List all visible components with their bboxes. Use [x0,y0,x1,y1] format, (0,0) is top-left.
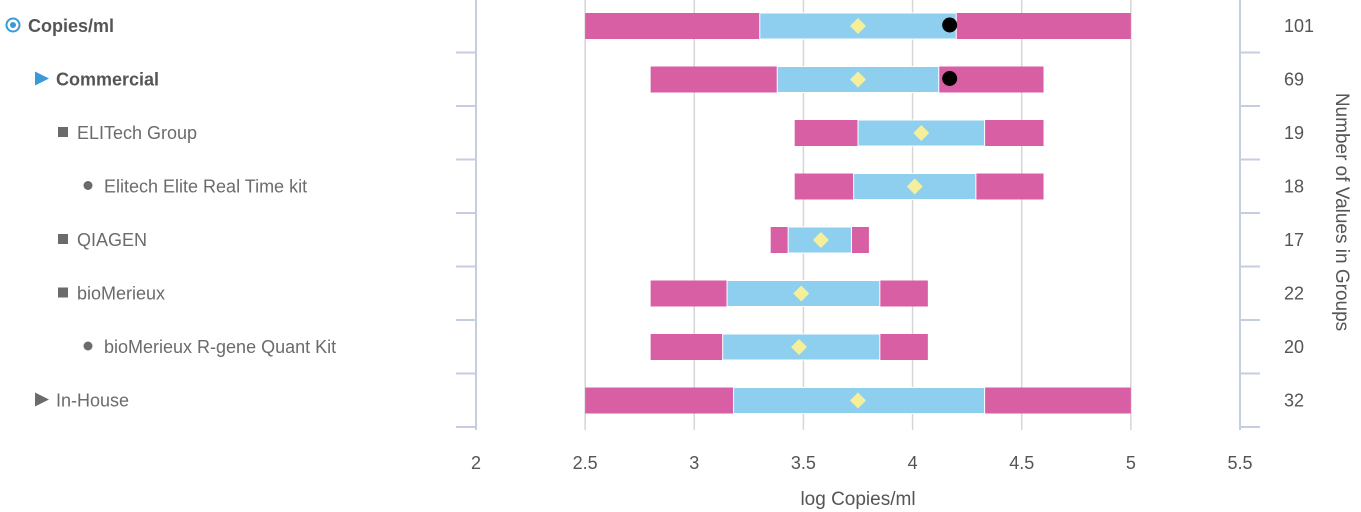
bullet-dot-icon [83,341,93,351]
x-tick-label: 3 [689,453,699,473]
x-axis-title: log Copies/ml [800,489,915,510]
group-count-label: 32 [1284,391,1304,411]
x-tick-label: 3.5 [791,453,816,473]
group-count-label: 18 [1284,177,1304,197]
mean-marker [850,392,866,409]
row-label: ELITech Group [77,123,197,143]
group-count-label: 19 [1284,123,1304,143]
bullet-square-icon [58,234,68,244]
x-tick-label: 5.5 [1227,453,1252,473]
mean-marker [850,18,866,34]
iqr-box [787,226,852,254]
x-tick-label: 4.5 [1009,453,1034,473]
x-tick-label: 2.5 [573,453,598,473]
row-label: Elitech Elite Real Time kit [104,177,307,197]
group-count-label: 101 [1284,16,1314,36]
mean-marker [850,71,866,88]
bullet-circle-icon [5,17,21,33]
group-count-label: 20 [1284,337,1304,357]
mean-marker [791,339,808,355]
bullet-circle-dot [10,22,16,28]
row-label: Commercial [56,70,159,90]
highlight-point [942,17,958,33]
mean-marker [913,125,930,141]
group-count-label: 69 [1284,70,1304,90]
row-label: bioMerieux [77,284,165,304]
row-label: Copies/ml [28,16,114,36]
row-label: bioMerieux R-gene Quant Kit [104,337,336,357]
mean-marker [793,285,810,302]
mean-marker [812,232,829,248]
row-label: In-House [56,391,129,411]
group-count-label: 17 [1284,230,1304,250]
group-count-label: 22 [1284,284,1304,304]
mean-marker [906,178,923,195]
x-tick-label: 5 [1126,453,1136,473]
row-label: QIAGEN [77,230,147,250]
highlight-point [942,71,958,86]
bullet-triangle-icon [35,71,49,86]
bullet-square-icon [58,287,68,298]
bullet-square-icon [58,127,68,137]
bullet-triangle-icon [35,392,49,407]
right-axis-title: Number of Values in Groups [1331,93,1352,331]
x-tick-label: 2 [471,453,481,473]
bullet-dot-icon [83,181,93,190]
x-tick-label: 4 [908,453,918,473]
